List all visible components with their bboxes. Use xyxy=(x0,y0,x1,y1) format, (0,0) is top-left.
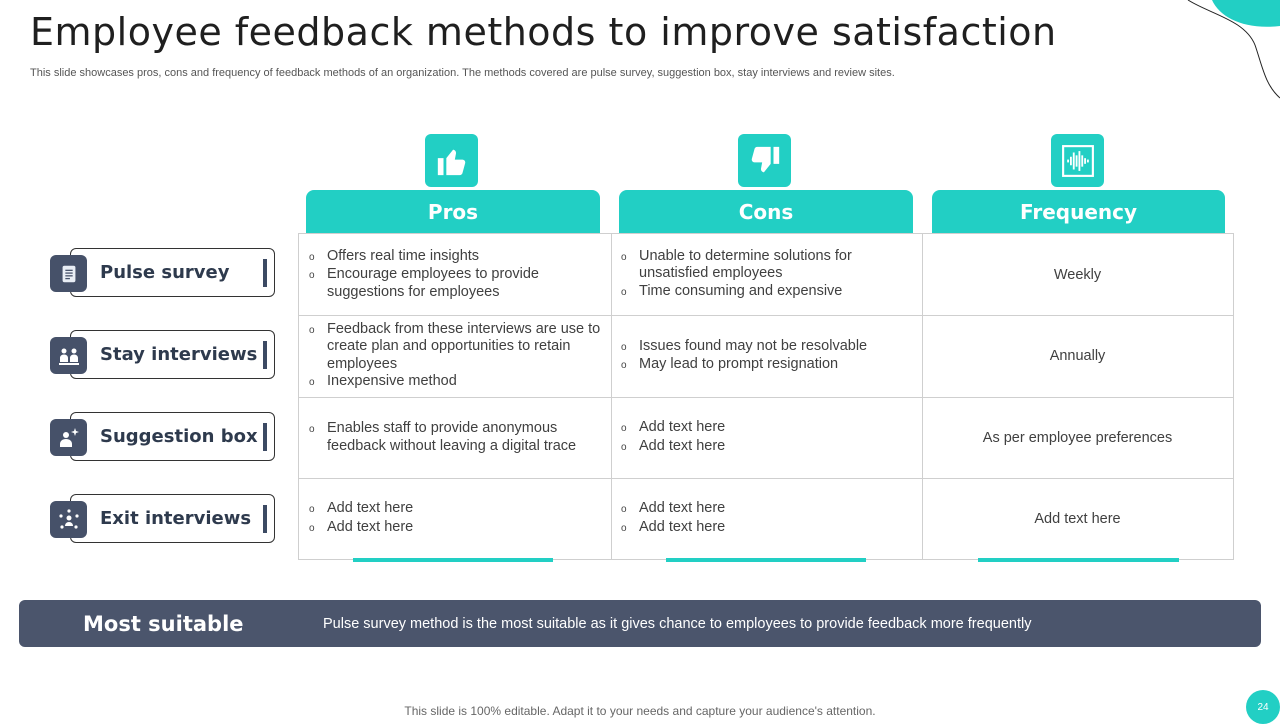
thumbs-up-icon xyxy=(425,134,478,187)
accent-bar xyxy=(353,558,553,562)
row-label-suggestion-box: Suggestion box xyxy=(70,412,275,461)
table-cell-frequency: Add text here xyxy=(1034,510,1121,527)
slide-title: Employee feedback methods to improve sat… xyxy=(30,10,1057,54)
table-cell-cons: o Add text here o Add text here xyxy=(621,500,726,535)
banner-label: Most suitable xyxy=(83,611,244,636)
accent-bar xyxy=(978,558,1179,562)
slide-subtitle: This slide showcases pros, cons and freq… xyxy=(30,67,895,79)
sound-wave-icon xyxy=(1051,134,1104,187)
column-header-pros: Pros xyxy=(306,190,600,233)
column-header-frequency: Frequency xyxy=(932,190,1225,233)
survey-document-icon xyxy=(50,255,87,292)
table-cell-cons: o Add text here o Add text here xyxy=(621,419,726,454)
table-cell-frequency: Weekly xyxy=(1053,266,1102,283)
table-cell-frequency: As per employee preferences xyxy=(982,429,1173,446)
most-suitable-banner: Most suitable Pulse survey method is the… xyxy=(19,600,1261,647)
row-label-exit-interviews: Exit interviews xyxy=(70,494,275,543)
network-people-icon xyxy=(50,501,87,538)
accent-bar xyxy=(666,558,866,562)
thumbs-down-icon xyxy=(738,134,791,187)
row-label-stay-interviews: Stay interviews xyxy=(70,330,275,379)
interview-people-icon xyxy=(50,337,87,374)
banner-text: Pulse survey method is the most suitable… xyxy=(323,615,1032,632)
column-header-cons: Cons xyxy=(619,190,913,233)
table-cell-frequency: Annually xyxy=(1049,348,1106,364)
table-cell-cons: o Issues found may not be resolvable o May… xyxy=(621,337,868,373)
table-cell-pros: o Add text here o Add text here xyxy=(309,500,414,535)
corner-decoration-icon xyxy=(1187,0,1280,99)
table-cell-pros: o Enables staff to provide anonymous feed… xyxy=(309,420,577,454)
table-cell-pros: o Feedback from these interviews are use … xyxy=(309,320,601,390)
feedback-table: o Offers real time insights o Encourage em… xyxy=(298,233,1234,560)
table-cell-cons: o Unable to determine solutions for unsat… xyxy=(621,247,852,299)
table-cell-pros: o Offers real time insights o Encourage em… xyxy=(309,247,539,300)
footer-note: This slide is 100% editable. Adapt it to… xyxy=(404,704,876,718)
page-number: 24 xyxy=(1246,690,1280,724)
person-idea-icon xyxy=(50,419,87,456)
row-label-pulse-survey: Pulse survey xyxy=(70,248,275,297)
